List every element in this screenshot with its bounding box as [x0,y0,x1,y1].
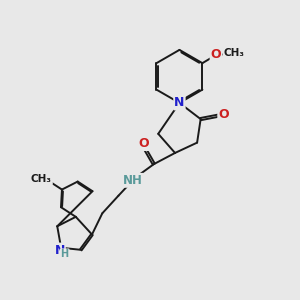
Text: O: O [211,47,221,61]
Text: N: N [54,244,65,256]
Text: O: O [218,109,229,122]
Text: CH₃: CH₃ [31,174,52,184]
Text: O: O [138,137,149,150]
Text: N: N [174,96,184,110]
Text: NH: NH [123,174,143,187]
Text: H: H [61,249,69,259]
Text: CH₃: CH₃ [224,48,244,59]
